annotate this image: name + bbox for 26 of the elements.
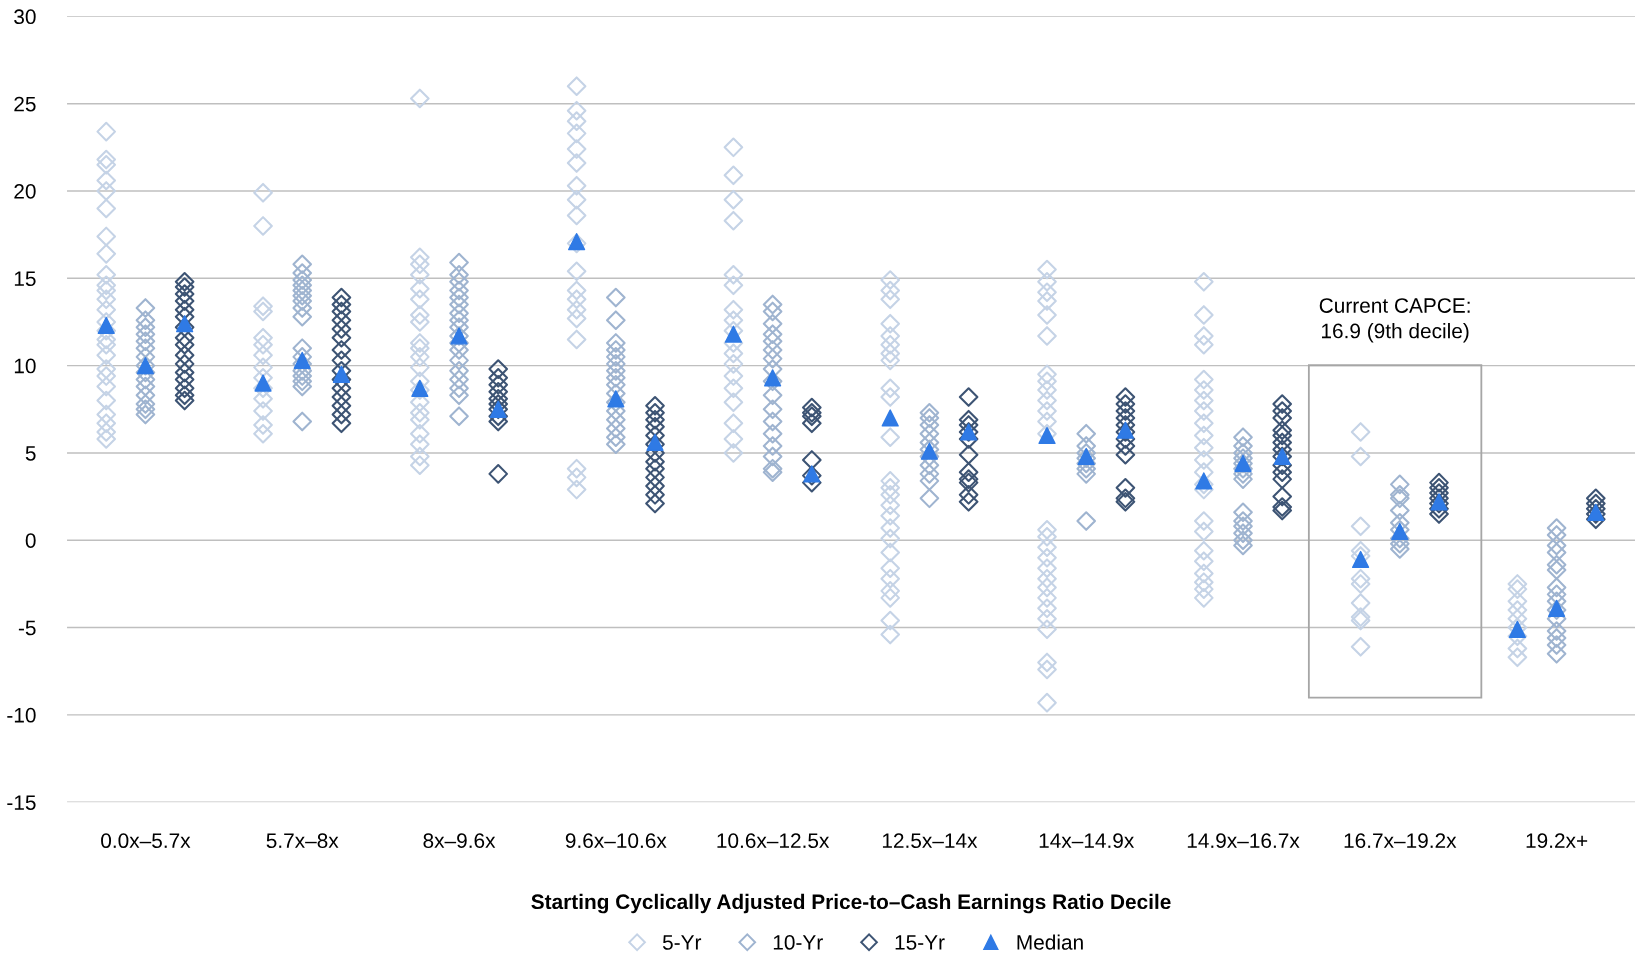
x-axis-title: Starting Cyclically Adjusted Price-to–Cash Earnings Ratio Decile: [531, 893, 1171, 914]
y-tick-label: 15: [14, 271, 36, 287]
y-tick-label: -15: [7, 795, 36, 810]
legend-label: 15-Yr: [895, 935, 945, 950]
x-tick-label: 0.0x–5.7x: [101, 833, 191, 849]
annotation: Current CAPCE: 16.9 (9th decile): [1319, 298, 1470, 343]
y-tick-label: 20: [14, 184, 36, 199]
x-tick-label: 5.7x–8x: [266, 833, 339, 849]
y-tick-label: 5: [25, 446, 36, 461]
x-tick-label: 9.6x–10.6x: [565, 833, 667, 849]
legend-label: 5-Yr: [662, 935, 702, 950]
x-tick-label: 12.5x–14x: [882, 833, 978, 849]
y-tick-label: 0: [25, 533, 36, 548]
x-tick-label: 19.2x+: [1526, 833, 1588, 849]
x-tick-label: 14x–14.9x: [1039, 833, 1135, 849]
x-tick-label: 10.6x–12.5x: [717, 833, 830, 849]
y-tick-label: 30: [14, 9, 36, 25]
x-tick-label: 8x–9.6x: [423, 833, 496, 849]
x-tick-label: 14.9x–16.7x: [1187, 833, 1300, 849]
y-tick-label: 25: [14, 96, 36, 112]
legend-label: 10-Yr: [773, 935, 823, 950]
y-tick-label: 10: [14, 358, 36, 374]
y-tick-label: -5: [18, 620, 36, 636]
x-tick-label: 16.7x–19.2x: [1344, 833, 1457, 849]
y-tick-label: -10: [7, 707, 36, 723]
legend-label: Median: [1017, 934, 1083, 950]
